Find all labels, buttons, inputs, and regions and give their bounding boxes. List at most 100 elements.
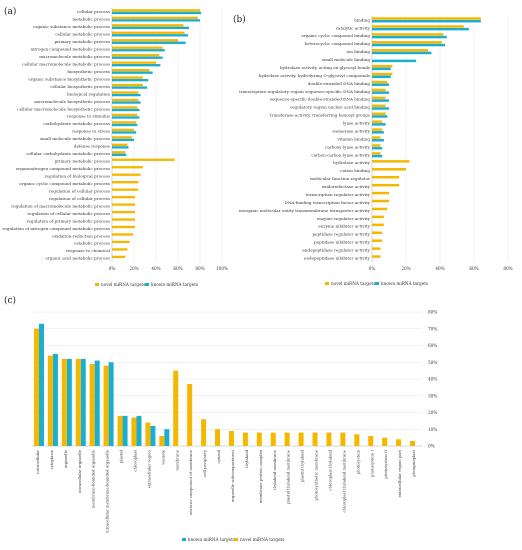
bar — [173, 370, 179, 446]
bar — [372, 51, 432, 55]
category-label: sequence-specific double-stranded DNA bi… — [270, 97, 370, 102]
bar — [108, 362, 114, 446]
category-label: regulation of cellular process — [49, 196, 110, 201]
category-label: membrane protein complex — [258, 449, 263, 503]
bar — [372, 215, 384, 219]
bar — [112, 255, 126, 259]
bar — [372, 144, 381, 147]
x-tick-label: 100% — [216, 266, 228, 271]
bar — [372, 33, 444, 36]
category-label: chloroplast — [132, 450, 137, 472]
bar — [372, 75, 391, 79]
category-label: carboxy-lyase activity — [325, 144, 371, 149]
category-label: cell periphery — [202, 449, 207, 477]
bar — [372, 131, 384, 134]
category-label: macromolecule metabolic process — [39, 54, 110, 59]
legend-label: novel miRNA targets — [240, 537, 284, 542]
category-label: endopeptidase regulator activity — [302, 247, 370, 252]
category-label: chloroplast thylakoid — [327, 449, 332, 490]
category-label: organelle — [63, 449, 68, 468]
bar — [372, 191, 389, 195]
x-tick-label: 40% — [151, 266, 160, 271]
legend-swatch — [375, 282, 379, 285]
bar — [372, 139, 384, 142]
bar — [340, 432, 346, 446]
bar — [372, 83, 389, 86]
x-tick-label: 60% — [173, 266, 182, 271]
y-tick-label: 10% — [428, 427, 437, 432]
bar — [112, 240, 130, 244]
bar — [112, 136, 132, 139]
bar — [38, 323, 44, 446]
bar — [112, 34, 188, 37]
bar — [372, 128, 383, 131]
bar — [112, 46, 163, 49]
category-label: vacuole — [160, 449, 165, 465]
category-label: extracellular region part — [397, 450, 402, 498]
panel-b-chart: 0% 20% 40% 60% 80% binding catalytic activity o… — [239, 16, 513, 286]
bar — [228, 430, 234, 446]
bar — [112, 68, 150, 72]
y-tick-label: 20% — [428, 410, 437, 415]
category-label: peptidase regulator activity — [312, 232, 370, 237]
category-label: photosystem — [355, 450, 360, 475]
bar — [372, 96, 386, 100]
bar — [112, 188, 139, 191]
legend-swatch — [325, 282, 329, 285]
bar — [372, 80, 388, 84]
category-label: phragmoplast — [411, 450, 416, 477]
category-label: thylakoid membrane — [272, 449, 277, 489]
bar — [112, 91, 139, 94]
bar — [372, 123, 386, 126]
category-label: plastid — [119, 449, 124, 463]
bar — [112, 19, 200, 22]
legend-label: known miRNA targets — [151, 282, 198, 287]
category-label: defense response — [74, 144, 111, 149]
category-label: intracellular organelle — [77, 449, 82, 493]
bar — [131, 417, 137, 446]
category-label: binding — [354, 17, 370, 22]
category-label: hydrolase activity, acting on glycosyl b… — [280, 65, 370, 70]
bar — [112, 83, 143, 87]
category-label: photosystem II — [383, 450, 388, 479]
category-label: metabolic process — [72, 17, 110, 22]
bar — [372, 107, 389, 110]
category-label: heterocyclic compound binding — [305, 41, 371, 46]
category-label: transcription regulator activity — [306, 192, 371, 197]
bar — [112, 61, 156, 64]
bar — [382, 437, 388, 446]
bar — [112, 143, 128, 147]
legend-label: novel miRNA targets — [101, 282, 145, 287]
bar — [89, 363, 95, 446]
y-tick-label: 50% — [428, 360, 437, 365]
bar — [372, 112, 386, 115]
category-label: macromolecule biosynthetic process — [34, 99, 110, 104]
category-label: intracellular — [35, 450, 40, 474]
y-tick-label: 60% — [428, 343, 437, 348]
legend-swatch — [182, 538, 186, 541]
bar — [94, 360, 100, 446]
category-label: membrane — [174, 449, 179, 470]
bar — [372, 115, 388, 118]
bar — [66, 358, 72, 446]
category-label: small molecule binding — [322, 57, 371, 62]
bar — [187, 384, 193, 446]
bar — [372, 104, 386, 108]
bar — [164, 429, 170, 446]
category-label: oxidoreductase activity — [322, 184, 371, 189]
bar — [112, 93, 141, 97]
bar — [112, 166, 143, 169]
bar — [372, 231, 383, 235]
bar — [145, 422, 151, 446]
category-label: regulation of cellular metabolic process — [27, 211, 110, 216]
category-label: carbon-carbon lyase activity — [311, 152, 370, 157]
category-label: organelle subcompartment — [230, 450, 235, 503]
category-label: ion binding — [347, 49, 371, 54]
category-label: inorganic molecular entity transmembrane… — [239, 208, 371, 213]
bar — [112, 248, 128, 251]
bar — [112, 31, 185, 34]
bar — [372, 35, 447, 39]
bar — [112, 41, 186, 44]
bar — [112, 49, 165, 52]
x-tick-label: 20% — [401, 266, 410, 271]
